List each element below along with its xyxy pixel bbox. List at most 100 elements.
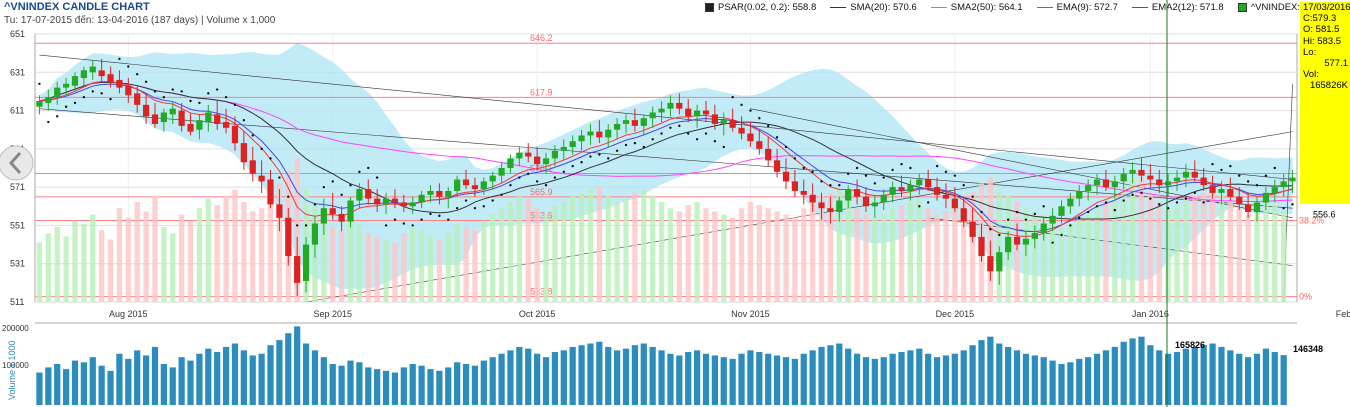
- volume-bar: [454, 362, 461, 405]
- price-panel-volume-bar: [276, 183, 283, 302]
- psar-dot: [464, 199, 468, 202]
- price-panel-volume-bar: [836, 189, 842, 302]
- price-panel-volume-bar: [925, 208, 931, 302]
- volume-bar: [987, 336, 994, 405]
- psar-dot: [1024, 218, 1028, 221]
- psar-dot: [1220, 168, 1223, 172]
- psar-dot: [198, 101, 201, 105]
- volume-bar: [907, 350, 914, 405]
- price-panel-volume-bar: [267, 192, 274, 302]
- price-panel-volume-bar: [36, 242, 43, 302]
- volume-bar: [1156, 350, 1163, 405]
- volume-bar: [827, 345, 834, 405]
- volume-bar: [720, 357, 727, 405]
- price-panel-volume-bar: [1281, 210, 1287, 302]
- volume-bar: [1049, 360, 1056, 405]
- psar-dot: [1193, 191, 1196, 195]
- volume-bar: [880, 357, 887, 405]
- price-panel-volume-bar: [294, 158, 300, 302]
- volume-bar: [142, 355, 150, 405]
- candle-body: [374, 198, 381, 205]
- price-panel-volume-bar: [685, 205, 691, 302]
- price-panel-volume-bar: [898, 205, 905, 302]
- psar-dot: [73, 101, 77, 105]
- price-panel-volume-bar: [143, 211, 149, 302]
- legend-item: SMA2(50): 564.1: [930, 2, 1023, 13]
- legend-label: SMA(20): 570.6: [850, 2, 917, 13]
- price-panel-volume-bar: [258, 208, 265, 302]
- price-panel-volume-bar: [623, 198, 629, 302]
- candle-body: [1253, 202, 1261, 213]
- psar-dot: [624, 143, 628, 147]
- volume-bar: [996, 343, 1003, 405]
- volume-tick-label: 100000: [2, 361, 29, 370]
- psar-dot: [1122, 199, 1125, 202]
- psar-dot: [740, 103, 743, 107]
- candle-body: [1289, 177, 1296, 182]
- volume-bar: [516, 346, 523, 405]
- psar-dot: [144, 80, 148, 84]
- candle-body: [1165, 181, 1172, 186]
- price-tick-label: 511: [10, 297, 24, 307]
- fib-level-label: 513.8: [530, 287, 553, 297]
- price-panel-volume-bar: [427, 236, 434, 302]
- fib-right-label: 38.2%: [1299, 215, 1325, 225]
- volume-bar: [258, 353, 265, 405]
- candle-body: [898, 187, 905, 191]
- price-panel-volume-bar: [1245, 214, 1251, 302]
- volume-bar: [80, 362, 87, 405]
- price-panel-volume-bar: [232, 189, 238, 302]
- volume-bar: [925, 353, 932, 405]
- candle-body: [302, 244, 310, 281]
- psar-dot: [38, 82, 41, 85]
- psar-dot: [1033, 212, 1037, 216]
- candle-body: [240, 143, 247, 163]
- candle-body: [1182, 171, 1190, 178]
- price-panel-volume-bar: [721, 214, 727, 302]
- candle-body: [89, 66, 96, 73]
- psar-dot: [615, 149, 619, 152]
- volume-bar: [587, 343, 594, 405]
- info-vol-label: Vol:: [1303, 69, 1319, 81]
- scroll-left-button[interactable]: [0, 143, 36, 183]
- psar-dot: [1238, 174, 1241, 177]
- candle-body: [773, 160, 781, 172]
- candle-body: [978, 236, 985, 257]
- psar-dot: [180, 90, 183, 93]
- volume-bar: [1253, 353, 1261, 405]
- price-panel-volume-bar: [250, 211, 256, 302]
- psar-dot: [1006, 218, 1010, 221]
- volume-bar: [329, 364, 336, 405]
- candle-body: [1102, 179, 1110, 188]
- psar-dot: [509, 184, 512, 187]
- price-panel-volume-bar: [783, 214, 789, 302]
- price-panel-volume-bar: [1147, 192, 1154, 302]
- psar-dot: [669, 126, 672, 129]
- fib-level-label: 553.6: [530, 210, 553, 220]
- psar-dot: [589, 155, 592, 158]
- candle-body: [969, 221, 976, 237]
- price-panel-volume-bar: [152, 195, 158, 302]
- price-panel-volume-bar: [587, 189, 594, 302]
- price-panel-volume-bar: [356, 223, 363, 302]
- price-panel-volume-bar: [436, 239, 443, 302]
- psar-dot: [962, 184, 965, 187]
- candle-body: [267, 179, 274, 205]
- price-panel-volume-bar: [818, 195, 825, 302]
- volume-bar: [1262, 348, 1270, 405]
- volume-bar: [933, 357, 941, 405]
- candle-body: [720, 120, 727, 124]
- volume-bar: [267, 345, 274, 405]
- price-panel-volume-bar: [472, 230, 478, 302]
- psar-dot: [1158, 203, 1161, 206]
- psar-dot: [678, 124, 681, 128]
- price-panel-volume-bar: [1014, 202, 1020, 302]
- psar-dot: [100, 92, 103, 95]
- price-panel-volume-bar: [614, 202, 620, 302]
- date-tick-label: Feb 2016: [1336, 309, 1350, 319]
- psar-dot: [784, 145, 788, 149]
- price-panel-volume-bar: [854, 208, 860, 302]
- legend-swatch-icon: [705, 2, 714, 12]
- psar-dot: [260, 147, 263, 151]
